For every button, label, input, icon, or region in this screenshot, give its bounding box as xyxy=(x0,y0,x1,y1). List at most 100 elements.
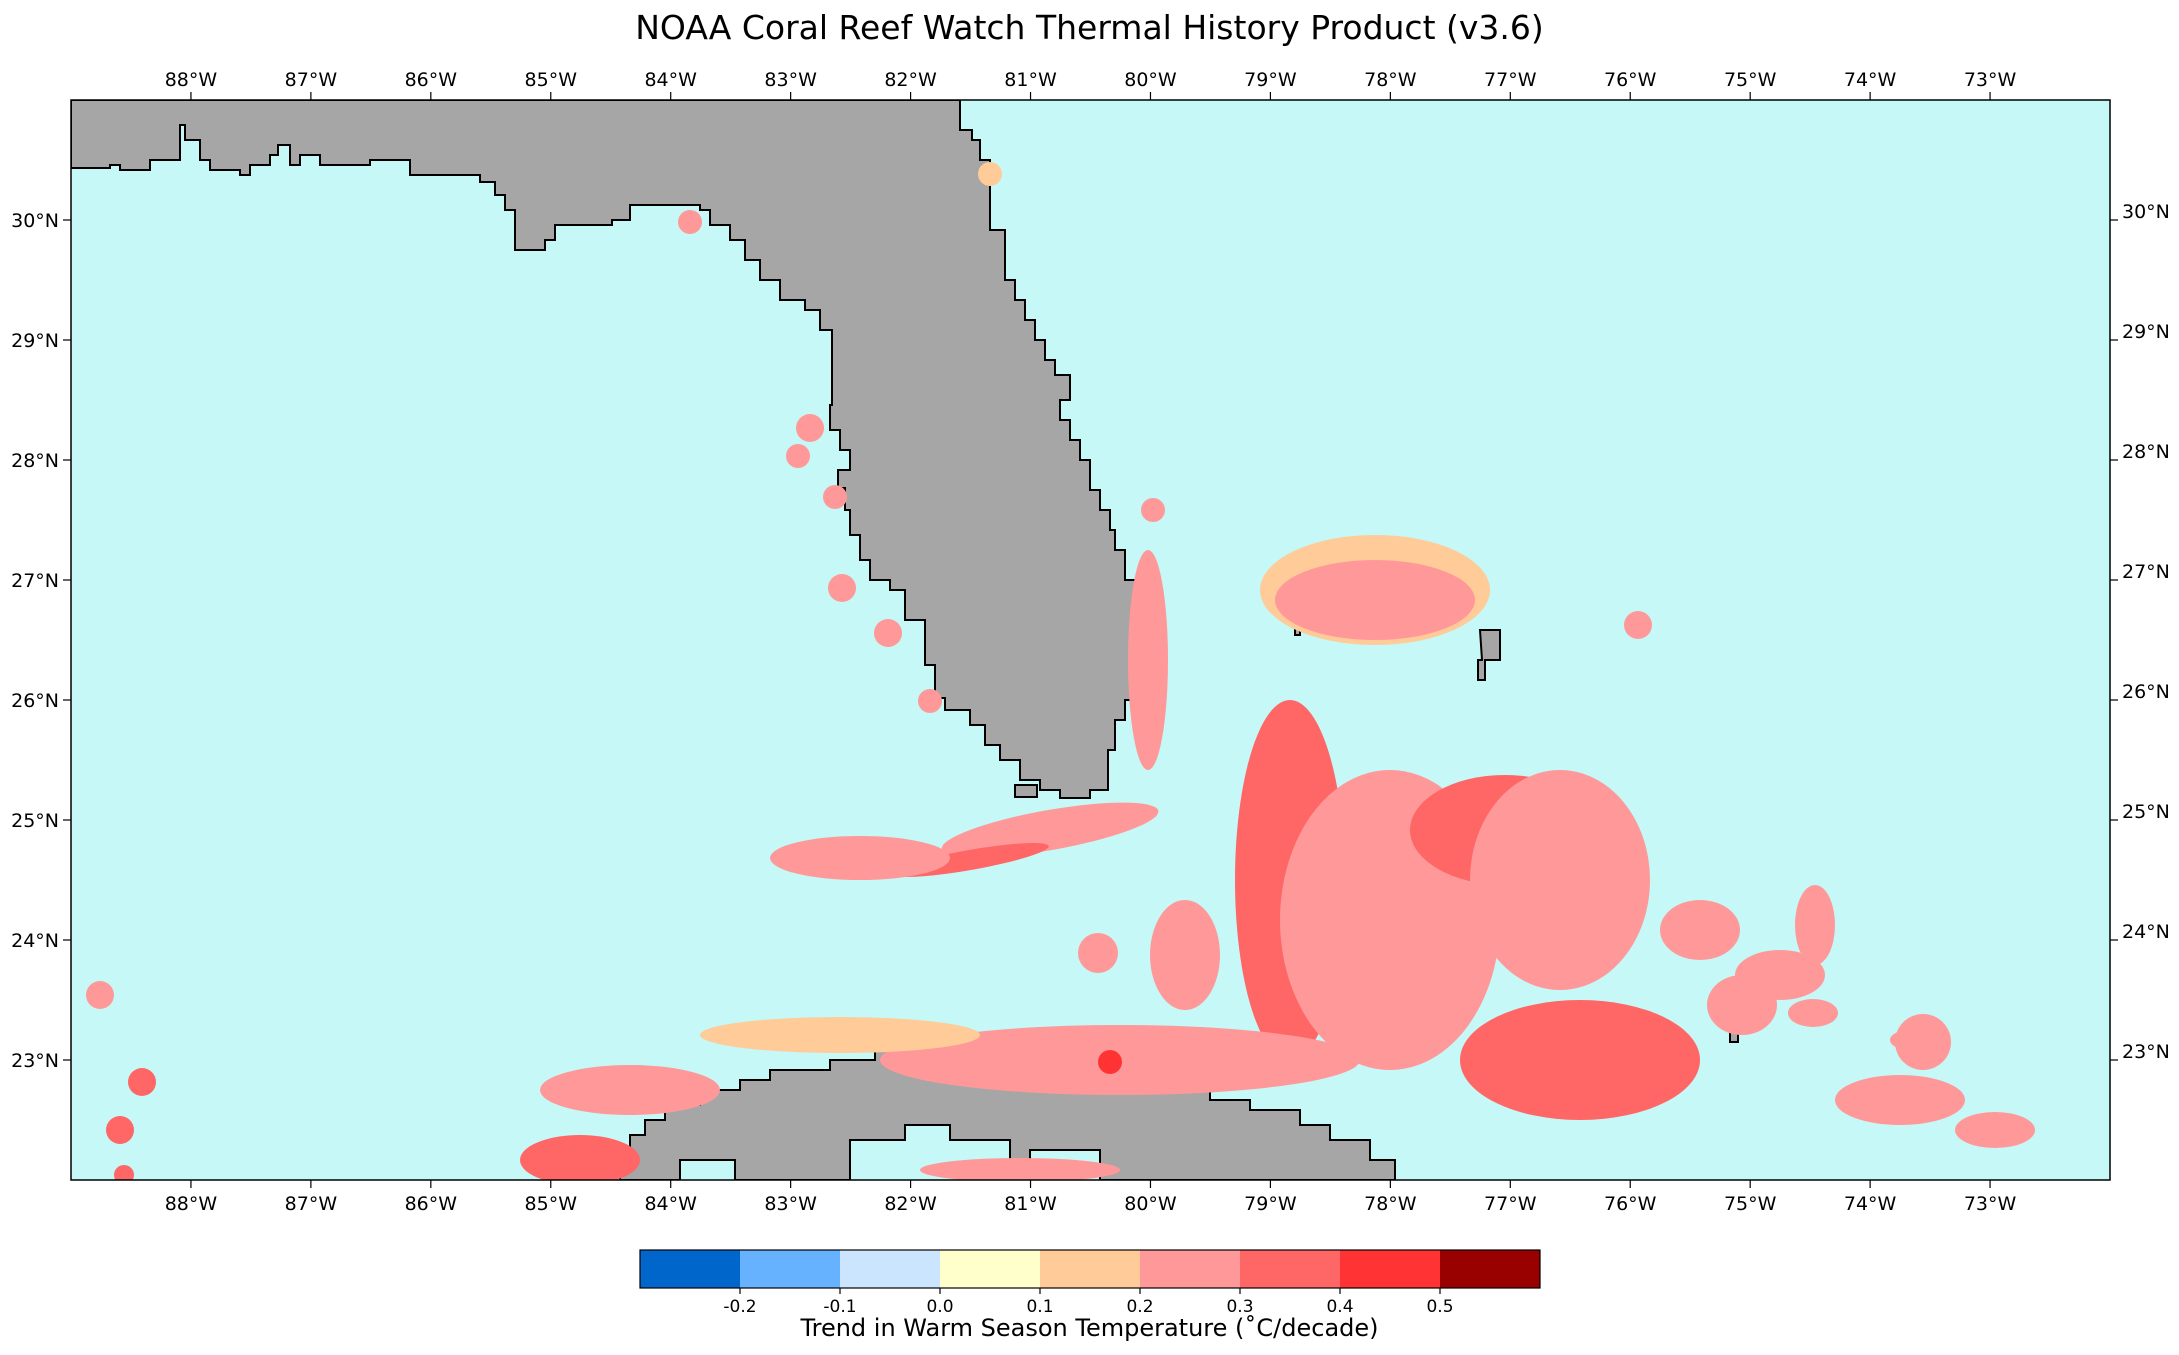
trend-patch-cuba-shelf xyxy=(700,1017,980,1053)
lat-tick-label-left: 26°N xyxy=(11,690,59,712)
colorbar-tick-label: -0.2 xyxy=(723,1297,756,1317)
trend-patch-gulf-2 xyxy=(128,1068,156,1096)
lon-tick-label-top: 74°W xyxy=(1844,69,1897,91)
colorbar-segment xyxy=(740,1250,840,1288)
lon-tick-label-bottom: 74°W xyxy=(1844,1193,1897,1215)
lon-tick-label-top: 85°W xyxy=(525,69,578,91)
lat-tick-label-left: 28°N xyxy=(11,450,59,472)
lat-tick-label-right: 27°N xyxy=(2122,561,2170,583)
lon-tick-label-top: 79°W xyxy=(1244,69,1297,91)
lat-tick-label-left: 24°N xyxy=(11,930,59,952)
trend-patch-fl-west-5 xyxy=(874,619,902,647)
lat-tick-label-left: 27°N xyxy=(11,570,59,592)
colorbar-tick-label: 0.2 xyxy=(1126,1297,1153,1317)
trend-patch-inagua xyxy=(1835,1075,1965,1125)
colorbar-tick-label: 0.1 xyxy=(1026,1297,1053,1317)
trend-patch-mayaguana xyxy=(1955,1112,2035,1148)
trend-patch-fl-bay xyxy=(770,836,950,880)
colorbar-label: Trend in Warm Season Temperature (˚C/dec… xyxy=(800,1314,1379,1342)
trend-patch-gulf-3 xyxy=(106,1116,134,1144)
lon-tick-label-bottom: 83°W xyxy=(764,1193,817,1215)
trend-patch-mid-2 xyxy=(1895,1014,1951,1070)
latitude-ticks-left: 30°N 29°N 28°N 27°N 26°N 25°N 24°N 23°N xyxy=(11,210,71,1072)
map-frame xyxy=(70,99,2111,1181)
colorbar-tick-label: 0.3 xyxy=(1226,1297,1253,1317)
lon-tick-label-top: 86°W xyxy=(405,69,458,91)
trend-patch-fl-east-coast xyxy=(1128,550,1168,770)
lon-tick-label-top: 83°W xyxy=(764,69,817,91)
colorbar-tick-label: 0.0 xyxy=(926,1297,953,1317)
lon-tick-label-top: 78°W xyxy=(1364,69,1417,91)
trend-patch-fl-ne xyxy=(978,162,1002,186)
trend-patch-acklins xyxy=(1660,900,1740,960)
colorbar-tick-label: 0.5 xyxy=(1426,1297,1453,1317)
florida-landmass xyxy=(71,100,1146,799)
trend-patch-south-bahamas xyxy=(1460,1000,1700,1120)
lon-tick-label-top: 81°W xyxy=(1004,69,1057,91)
trend-patch-little-bahama-bank-inner xyxy=(1275,560,1475,640)
lon-tick-label-top: 75°W xyxy=(1724,69,1777,91)
longitude-ticks-bottom: 88°W 87°W 86°W 85°W 84°W 83°W 82°W 81°W 80°W 79°W… xyxy=(165,1180,2017,1215)
lon-tick-label-top: 87°W xyxy=(285,69,338,91)
lon-tick-label-top: 76°W xyxy=(1604,69,1657,91)
map-title: NOAA Coral Reef Watch Thermal History Pr… xyxy=(635,8,1544,47)
trend-patch-gulf-4 xyxy=(114,1165,134,1180)
lon-tick-label-bottom: 82°W xyxy=(884,1193,937,1215)
lon-tick-label-bottom: 75°W xyxy=(1724,1193,1777,1215)
lon-tick-label-bottom: 73°W xyxy=(1964,1193,2017,1215)
longitude-ticks-top: 88°W 87°W 86°W 85°W 84°W 83°W 82°W 81°W 80°W 79°W… xyxy=(165,69,2017,100)
key-islet xyxy=(1014,784,1038,798)
trend-patch-rum-cay xyxy=(1788,999,1838,1027)
trend-patch-gulf-1 xyxy=(86,981,114,1009)
trend-patch-cuba-south xyxy=(920,1158,1120,1180)
lon-tick-label-top: 84°W xyxy=(644,69,697,91)
lon-tick-label-top: 73°W xyxy=(1964,69,2017,91)
lon-tick-label-top: 77°W xyxy=(1484,69,1537,91)
colorbar-segment xyxy=(640,1250,740,1288)
colorbar-segment xyxy=(940,1250,1040,1288)
colorbar-segment xyxy=(1340,1250,1440,1288)
trend-patch-cuba-west-hot xyxy=(520,1135,640,1180)
trend-patch-hot-cuba xyxy=(1098,1050,1122,1074)
lon-tick-label-bottom: 76°W xyxy=(1604,1193,1657,1215)
trend-patch-fl-nw xyxy=(678,210,702,234)
colorbar-tick-label: 0.4 xyxy=(1326,1297,1353,1317)
trend-patch-cuba-nw xyxy=(540,1065,720,1115)
lat-tick-label-right: 29°N xyxy=(2122,321,2170,343)
lon-tick-label-bottom: 87°W xyxy=(285,1193,338,1215)
lon-tick-label-bottom: 78°W xyxy=(1364,1193,1417,1215)
lat-tick-label-left: 23°N xyxy=(11,1050,59,1072)
abaco-island xyxy=(1477,629,1501,681)
trend-patch-ne-bahamas xyxy=(1624,611,1652,639)
trend-patch-fl-west-4 xyxy=(828,574,856,602)
lon-tick-label-top: 88°W xyxy=(165,69,218,91)
lon-tick-label-bottom: 77°W xyxy=(1484,1193,1537,1215)
lat-tick-label-left: 29°N xyxy=(11,330,59,352)
lon-tick-label-bottom: 85°W xyxy=(525,1193,578,1215)
trend-patch-exuma-sound xyxy=(1470,770,1650,990)
lon-tick-label-bottom: 79°W xyxy=(1244,1193,1297,1215)
lon-tick-label-bottom: 80°W xyxy=(1124,1193,1177,1215)
trend-patch-fl-west-3 xyxy=(823,485,847,509)
lon-tick-label-bottom: 84°W xyxy=(644,1193,697,1215)
thermal-trend-overlay xyxy=(86,162,2035,1180)
lat-tick-label-right: 26°N xyxy=(2122,681,2170,703)
colorbar-segment xyxy=(840,1250,940,1288)
lat-tick-label-left: 25°N xyxy=(11,810,59,832)
trend-patch-fl-keys xyxy=(941,802,1159,858)
colorbar: -0.2 -0.1 0.0 0.1 0.2 0.3 0.4 0.5 xyxy=(639,1249,1541,1317)
lon-tick-label-top: 80°W xyxy=(1124,69,1177,91)
colorbar-segment xyxy=(1240,1250,1340,1288)
trend-patch-fl-west-1 xyxy=(796,414,824,442)
lat-tick-label-left: 30°N xyxy=(11,210,59,232)
lat-tick-label-right: 23°N xyxy=(2122,1041,2170,1063)
lat-tick-label-right: 25°N xyxy=(2122,801,2170,823)
lon-tick-label-bottom: 86°W xyxy=(405,1193,458,1215)
colorbar-segment xyxy=(1140,1250,1240,1288)
trend-patch-fl-west-6 xyxy=(918,689,942,713)
colorbar-segment xyxy=(1440,1250,1540,1288)
colorbar-segment xyxy=(1040,1250,1140,1288)
latitude-ticks-right: 30°N 29°N 28°N 27°N 26°N 25°N 24°N 23°N xyxy=(2110,201,2170,1063)
trend-patch-cape xyxy=(1141,498,1165,522)
